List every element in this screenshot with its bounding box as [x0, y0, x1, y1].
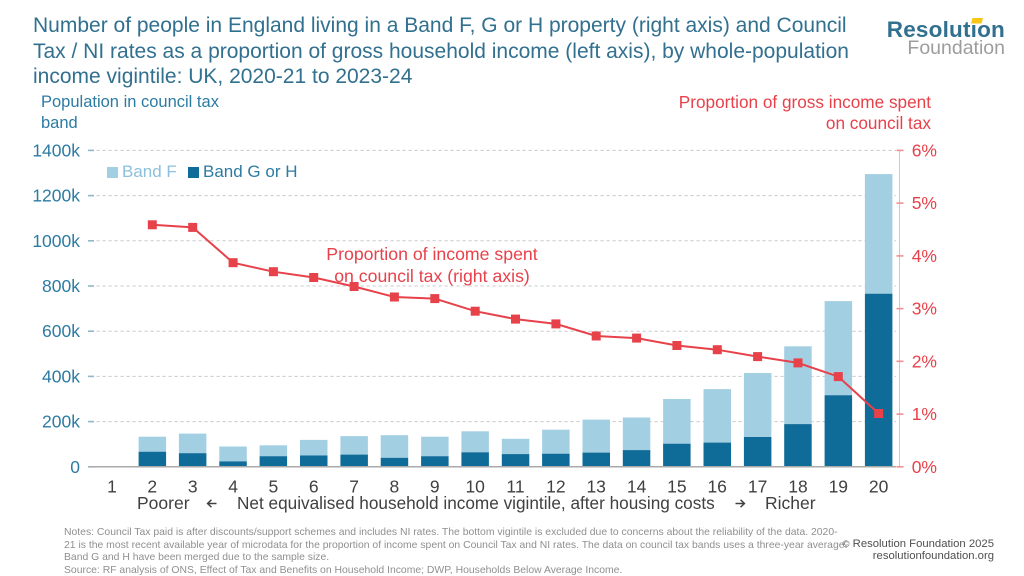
svg-text:1200k: 1200k [32, 186, 80, 206]
svg-text:9: 9 [430, 477, 440, 497]
svg-text:6%: 6% [912, 140, 937, 160]
svg-text:3: 3 [188, 477, 198, 497]
svg-text:16: 16 [707, 477, 726, 497]
svg-text:3%: 3% [912, 299, 937, 319]
svg-text:14: 14 [627, 477, 647, 497]
svg-text:13: 13 [586, 477, 605, 497]
svg-text:6: 6 [309, 477, 319, 497]
svg-text:0: 0 [70, 457, 80, 477]
svg-text:19: 19 [829, 477, 848, 497]
svg-text:200k: 200k [42, 412, 80, 432]
svg-text:17: 17 [748, 477, 767, 497]
svg-text:2: 2 [147, 477, 157, 497]
svg-text:1400k: 1400k [32, 140, 80, 160]
svg-text:1000k: 1000k [32, 231, 80, 251]
svg-text:18: 18 [788, 477, 807, 497]
svg-text:4: 4 [228, 477, 238, 497]
svg-text:15: 15 [667, 477, 686, 497]
svg-text:4%: 4% [912, 246, 937, 266]
svg-text:10: 10 [465, 477, 485, 497]
svg-text:7: 7 [349, 477, 359, 497]
svg-text:5: 5 [269, 477, 279, 497]
svg-text:8: 8 [390, 477, 400, 497]
svg-text:600k: 600k [42, 321, 80, 341]
svg-text:1%: 1% [912, 404, 937, 424]
svg-text:2%: 2% [912, 351, 937, 371]
svg-text:11: 11 [506, 477, 524, 497]
svg-text:800k: 800k [42, 276, 80, 296]
svg-text:0%: 0% [912, 457, 937, 477]
svg-text:5%: 5% [912, 193, 937, 213]
svg-text:400k: 400k [42, 366, 80, 386]
svg-text:20: 20 [869, 477, 889, 497]
svg-text:12: 12 [546, 477, 565, 497]
svg-text:1: 1 [107, 477, 117, 497]
